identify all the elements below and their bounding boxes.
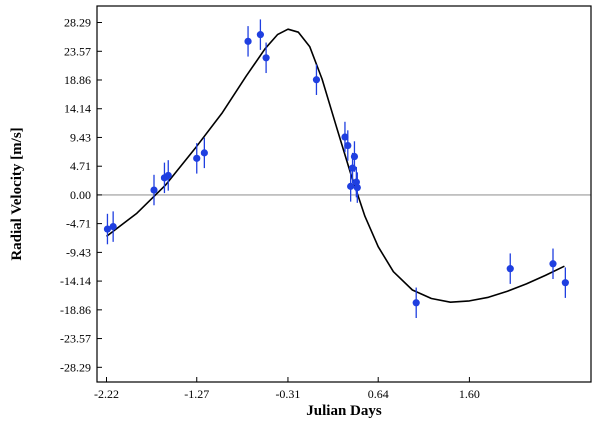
y-tick-label: -14.14 bbox=[60, 274, 91, 288]
fit-curve-layer bbox=[106, 28, 565, 303]
data-point bbox=[344, 141, 352, 150]
x-tick-label: -2.22 bbox=[94, 387, 119, 401]
y-tick-label: 4.71 bbox=[70, 159, 91, 173]
data-point bbox=[256, 31, 264, 39]
y-tick-label: -9.43 bbox=[66, 245, 91, 259]
x-tick-label: -1.27 bbox=[184, 387, 209, 401]
data-point bbox=[506, 265, 514, 273]
y-tick-layer: 28.29 23.57 18.86 14.14 9.43 4.71 0.00 -4.71 -9.… bbox=[60, 16, 102, 374]
data-point bbox=[341, 133, 349, 141]
y-tick-label: -4.71 bbox=[66, 217, 91, 231]
x-axis-title: Julian Days bbox=[306, 403, 382, 419]
data-point bbox=[347, 182, 355, 190]
y-tick-label: 28.29 bbox=[64, 16, 91, 30]
y-tick-label: 18.86 bbox=[64, 73, 91, 87]
x-tick-layer: -2.22 -1.27 -0.31 0.64 1.60 bbox=[94, 377, 480, 401]
data-point bbox=[412, 299, 420, 307]
x-tick-label: 0.64 bbox=[368, 387, 389, 401]
data-point bbox=[262, 54, 270, 62]
data-point bbox=[353, 184, 361, 192]
data-point bbox=[549, 260, 557, 268]
y-tick-label: -28.29 bbox=[60, 360, 91, 374]
y-tick-label: -18.86 bbox=[60, 303, 91, 317]
data-point bbox=[164, 171, 172, 180]
plot-frame bbox=[96, 5, 592, 383]
data-point-layer bbox=[103, 31, 569, 307]
fit-curve-line bbox=[106, 28, 565, 303]
y-tick-label: 0.00 bbox=[70, 188, 91, 202]
y-tick-label: 23.57 bbox=[64, 44, 91, 58]
data-point bbox=[350, 152, 359, 161]
x-tick-label: 1.60 bbox=[459, 387, 480, 401]
data-point bbox=[312, 76, 321, 84]
data-point bbox=[103, 225, 112, 233]
y-tick-label: 9.43 bbox=[70, 130, 91, 144]
y-axis-title: Radial Velocity [m/s] bbox=[9, 127, 25, 260]
data-point bbox=[200, 149, 208, 157]
data-point bbox=[244, 37, 252, 45]
data-point bbox=[352, 178, 360, 186]
data-point bbox=[561, 279, 569, 287]
data-point bbox=[348, 164, 357, 172]
x-tick-label: -0.31 bbox=[275, 387, 300, 401]
data-point bbox=[193, 154, 201, 162]
data-point bbox=[109, 223, 117, 231]
y-tick-label: 14.14 bbox=[64, 102, 91, 116]
y-tick-label: -23.57 bbox=[60, 332, 91, 346]
data-point bbox=[150, 186, 158, 194]
error-bar-layer bbox=[106, 19, 566, 319]
